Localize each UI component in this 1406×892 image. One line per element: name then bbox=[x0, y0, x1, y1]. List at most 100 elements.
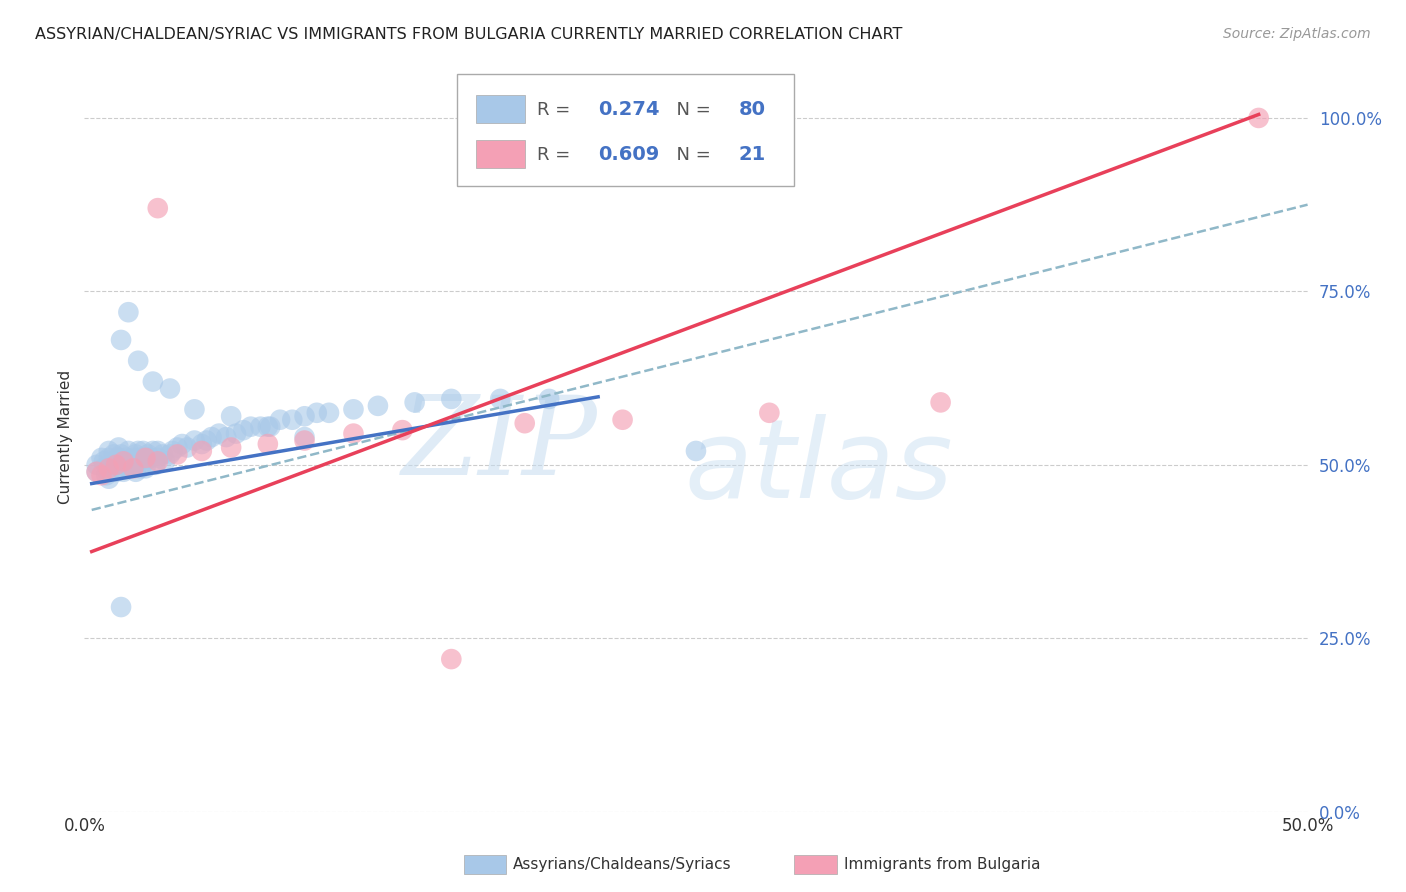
Point bbox=[208, 426, 231, 441]
Point bbox=[1247, 111, 1270, 125]
Point bbox=[489, 392, 512, 406]
Point bbox=[97, 450, 120, 465]
Point bbox=[440, 652, 463, 666]
Point bbox=[367, 399, 389, 413]
Text: R =: R = bbox=[537, 145, 576, 163]
Text: 21: 21 bbox=[738, 145, 766, 164]
Point bbox=[103, 454, 125, 468]
Text: 0.274: 0.274 bbox=[598, 100, 659, 120]
Point bbox=[249, 419, 271, 434]
Point bbox=[257, 419, 280, 434]
Point bbox=[159, 447, 181, 461]
Y-axis label: Currently Married: Currently Married bbox=[58, 370, 73, 504]
Point bbox=[110, 333, 132, 347]
Bar bbox=[475, 95, 524, 123]
Point bbox=[86, 458, 108, 472]
Point bbox=[142, 444, 165, 458]
Text: R =: R = bbox=[537, 101, 576, 119]
Point bbox=[281, 413, 304, 427]
Point bbox=[129, 461, 152, 475]
Point bbox=[176, 441, 198, 455]
Point bbox=[117, 444, 139, 458]
Point bbox=[183, 402, 205, 417]
Point bbox=[513, 416, 536, 430]
Point bbox=[117, 461, 139, 475]
Point bbox=[191, 437, 214, 451]
Point bbox=[112, 465, 135, 479]
Point bbox=[117, 305, 139, 319]
Point bbox=[146, 450, 169, 465]
Point bbox=[172, 437, 194, 451]
Point bbox=[183, 434, 205, 448]
Point bbox=[93, 454, 115, 468]
Point bbox=[152, 447, 174, 461]
Point bbox=[143, 458, 166, 472]
Point bbox=[97, 461, 120, 475]
Point bbox=[195, 434, 218, 448]
Point bbox=[129, 450, 152, 465]
Point bbox=[342, 402, 364, 417]
Point bbox=[135, 461, 157, 475]
Text: ASSYRIAN/CHALDEAN/SYRIAC VS IMMIGRANTS FROM BULGARIA CURRENTLY MARRIED CORRELATI: ASSYRIAN/CHALDEAN/SYRIAC VS IMMIGRANTS F… bbox=[35, 27, 903, 42]
Point bbox=[139, 450, 162, 465]
Point bbox=[110, 454, 132, 468]
Point bbox=[404, 395, 426, 409]
Point bbox=[105, 458, 128, 472]
Point bbox=[294, 434, 316, 448]
Point bbox=[107, 450, 129, 465]
Point bbox=[112, 458, 135, 472]
Text: ZIP: ZIP bbox=[402, 391, 598, 499]
Point bbox=[257, 437, 280, 451]
Point bbox=[538, 392, 561, 406]
Point bbox=[90, 450, 112, 465]
Text: 0.609: 0.609 bbox=[598, 145, 659, 164]
Point bbox=[294, 430, 316, 444]
Text: Assyrians/Chaldeans/Syriacs: Assyrians/Chaldeans/Syriacs bbox=[513, 857, 731, 871]
Point bbox=[122, 450, 145, 465]
Point bbox=[153, 454, 176, 468]
Text: N =: N = bbox=[665, 145, 717, 163]
Point bbox=[110, 600, 132, 615]
Point bbox=[110, 461, 132, 475]
Point bbox=[90, 468, 112, 483]
Point bbox=[136, 447, 159, 461]
Point bbox=[125, 447, 148, 461]
Bar bbox=[475, 140, 524, 168]
Text: N =: N = bbox=[665, 101, 717, 119]
Point bbox=[191, 444, 214, 458]
Point bbox=[232, 423, 254, 437]
Point bbox=[97, 472, 120, 486]
Point bbox=[96, 468, 118, 483]
Point bbox=[86, 465, 108, 479]
Point bbox=[294, 409, 316, 424]
Point bbox=[122, 458, 145, 472]
Point bbox=[105, 465, 128, 479]
Point bbox=[239, 419, 262, 434]
Point bbox=[758, 406, 780, 420]
Point bbox=[929, 395, 952, 409]
Point bbox=[107, 441, 129, 455]
Point bbox=[269, 413, 291, 427]
Point bbox=[93, 461, 115, 475]
Text: atlas: atlas bbox=[683, 414, 953, 521]
Point bbox=[391, 423, 413, 437]
Point bbox=[132, 444, 155, 458]
Point bbox=[305, 406, 328, 420]
FancyBboxPatch shape bbox=[457, 74, 794, 186]
Point bbox=[146, 201, 169, 215]
Text: Source: ZipAtlas.com: Source: ZipAtlas.com bbox=[1223, 27, 1371, 41]
Point bbox=[135, 454, 157, 468]
Point bbox=[200, 430, 222, 444]
Text: Immigrants from Bulgaria: Immigrants from Bulgaria bbox=[844, 857, 1040, 871]
Point bbox=[110, 447, 132, 461]
Point bbox=[125, 465, 148, 479]
Point bbox=[342, 426, 364, 441]
Point bbox=[219, 441, 242, 455]
Point bbox=[166, 447, 188, 461]
Point bbox=[318, 406, 340, 420]
Point bbox=[146, 454, 169, 468]
Point bbox=[86, 465, 108, 479]
Point bbox=[215, 430, 238, 444]
Point bbox=[112, 454, 135, 468]
Point bbox=[105, 458, 128, 472]
